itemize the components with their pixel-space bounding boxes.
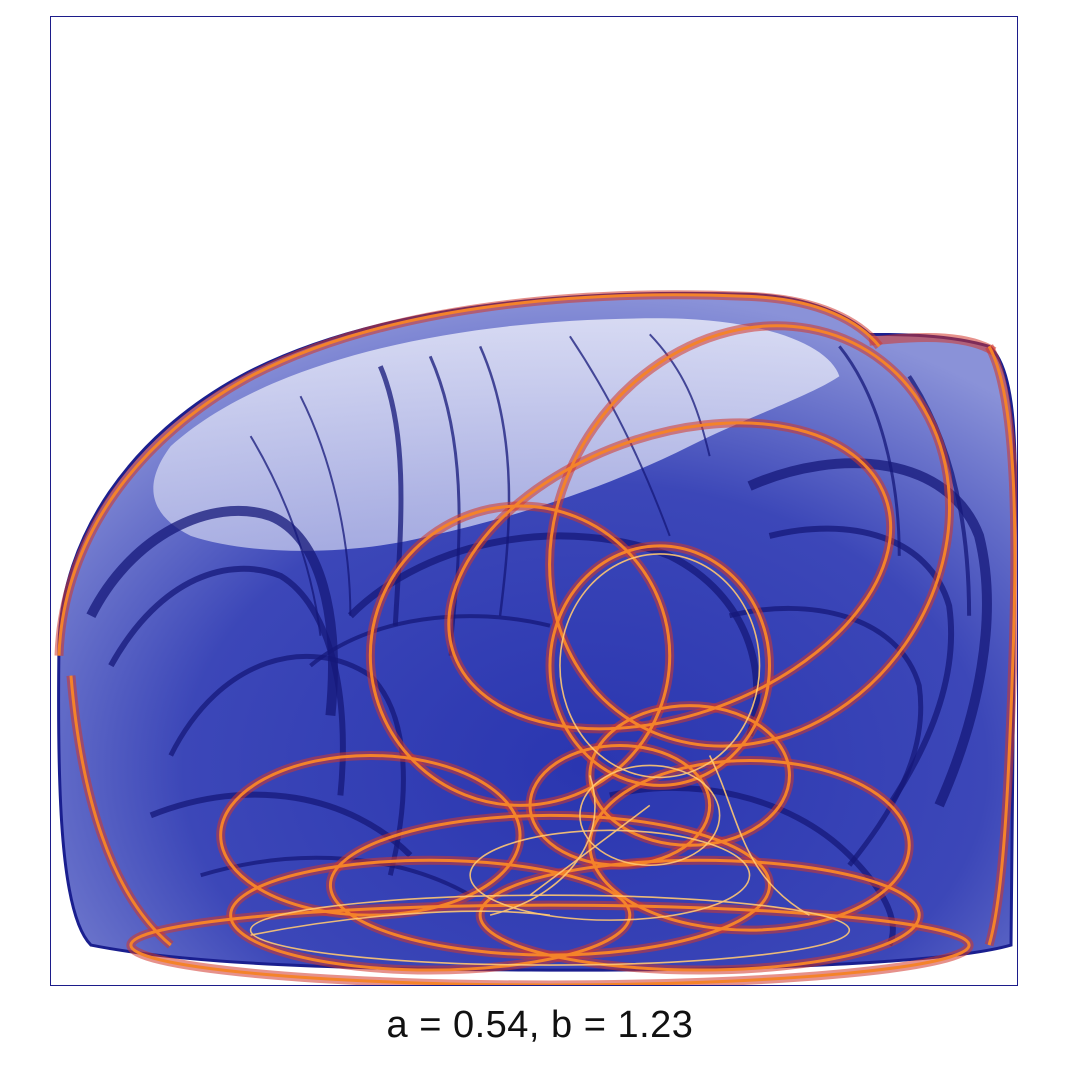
parameter-caption: a = 0.54, b = 1.23: [386, 1004, 694, 1046]
orange-loops-bright: [57, 293, 1017, 985]
haze-region: [153, 318, 840, 551]
blue-filaments: [86, 333, 992, 947]
attractor-plot: [54, 290, 1017, 985]
highlight-strands: [249, 553, 851, 966]
attractor-plot-frame: [50, 16, 1018, 986]
